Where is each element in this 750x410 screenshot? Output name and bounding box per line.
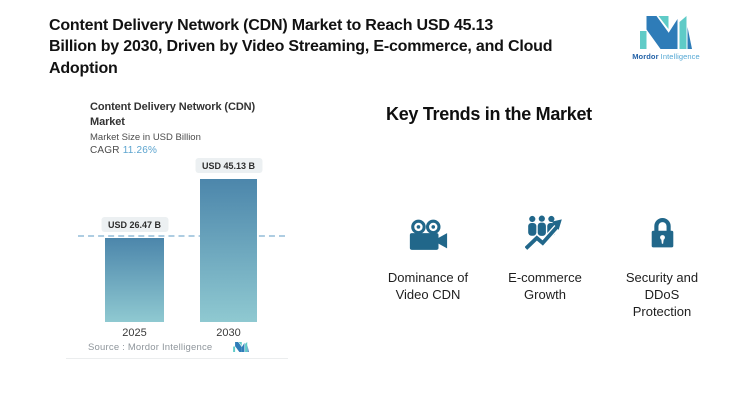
brand-name-light: Intelligence bbox=[660, 52, 700, 61]
mordor-intelligence-mini-logo-icon bbox=[233, 342, 249, 352]
bar-group-2025: USD 26.47 B 2025 bbox=[100, 162, 169, 339]
bar-value-pill: USD 26.47 B bbox=[100, 217, 169, 232]
trend-item-ecommerce-growth: E-commerce Growth bbox=[489, 212, 601, 320]
divider bbox=[66, 358, 288, 359]
x-axis-label: 2025 bbox=[122, 327, 147, 339]
brand-name-bold: Mordor bbox=[632, 52, 659, 61]
trend-label: E-commerce Growth bbox=[508, 270, 582, 302]
chart-source: Source : Mordor Intelligence bbox=[88, 342, 213, 353]
cagr-value: 11.26% bbox=[122, 145, 158, 156]
bar-value-pill: USD 45.13 B bbox=[194, 158, 263, 173]
lock-icon bbox=[649, 212, 676, 252]
cagr-label: CAGR bbox=[90, 145, 120, 156]
brand-logo: Mordor Intelligence bbox=[622, 16, 710, 61]
chart-title: Content Delivery Network (CDN) Market bbox=[90, 101, 256, 128]
chart-cagr: CAGR 11.26% bbox=[90, 145, 157, 156]
trend-item-security: Security and DDoS Protection bbox=[606, 212, 718, 320]
brand-name: Mordor Intelligence bbox=[622, 52, 710, 61]
reference-dash-line bbox=[78, 235, 285, 237]
bar-group-2030: USD 45.13 B 2030 bbox=[194, 158, 263, 339]
bar bbox=[105, 238, 164, 322]
trends-heading: Key Trends in the Market bbox=[386, 104, 592, 124]
x-axis-label: 2030 bbox=[216, 327, 241, 339]
page-title: Content Delivery Network (CDN) Market to… bbox=[49, 17, 553, 77]
trend-label: Dominance of Video CDN bbox=[387, 270, 469, 302]
ecommerce-growth-icon bbox=[525, 212, 565, 252]
trend-item-video-cdn: Dominance of Video CDN bbox=[372, 212, 484, 320]
mordor-intelligence-logo-icon bbox=[640, 16, 692, 49]
video-camera-icon bbox=[407, 212, 449, 252]
chart-subtitle: Market Size in USD Billion bbox=[90, 132, 201, 143]
trend-label: Security and DDoS Protection bbox=[625, 270, 699, 319]
trends-row: Dominance of Video CDN E-commerce Growth bbox=[372, 212, 718, 320]
bar bbox=[200, 179, 257, 322]
bar-chart: USD 26.47 B 2025 USD 45.13 B 2030 bbox=[78, 158, 285, 339]
